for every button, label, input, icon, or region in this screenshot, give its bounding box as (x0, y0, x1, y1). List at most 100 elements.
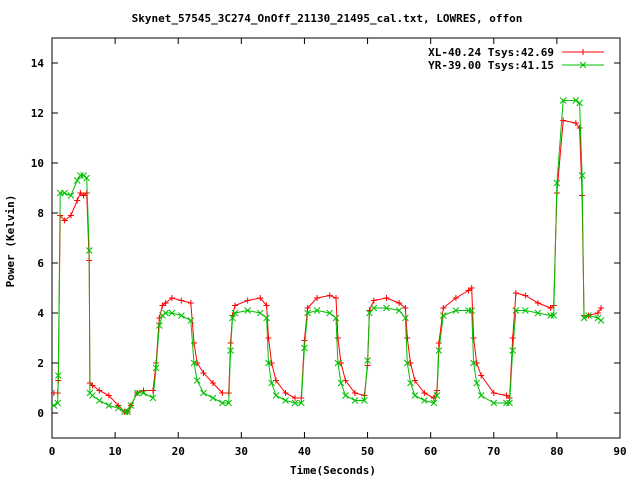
data-point (168, 295, 175, 301)
data-point (127, 402, 135, 409)
data-point (231, 309, 239, 317)
data-point (265, 359, 272, 367)
y-tick-label: 2 (37, 357, 44, 370)
data-point (54, 372, 62, 379)
y-tick-label: 8 (37, 207, 44, 220)
x-axis-label: Time(Seconds) (290, 464, 376, 477)
data-point (256, 309, 264, 317)
data-point (580, 314, 588, 322)
data-point (364, 357, 371, 364)
data-point (190, 359, 198, 367)
legend-label: XL-40.24 Tsys:42.69 (428, 46, 554, 59)
data-point (291, 399, 299, 407)
data-point (407, 379, 414, 387)
data-point (439, 312, 447, 319)
x-tick-label: 40 (298, 445, 311, 458)
data-point (272, 392, 280, 399)
x-tick-label: 80 (550, 445, 563, 458)
data-point (200, 389, 207, 397)
data-point (334, 335, 341, 341)
data-point (200, 370, 207, 376)
data-point (468, 285, 475, 291)
data-point (133, 389, 141, 397)
data-point (227, 347, 234, 354)
x-tick-label: 60 (424, 445, 437, 458)
data-point (334, 359, 342, 367)
data-point (351, 397, 359, 404)
data-point (80, 192, 87, 199)
data-point (89, 392, 96, 399)
data-point (411, 392, 419, 399)
plot-border (51, 37, 621, 439)
data-point (74, 197, 81, 204)
data-point (503, 399, 510, 407)
data-point (553, 179, 561, 187)
data-point (337, 379, 345, 387)
data-point (149, 387, 156, 394)
data-point (61, 217, 68, 224)
data-point (407, 360, 414, 366)
data-point (440, 305, 447, 311)
data-point (333, 295, 339, 301)
data-point (572, 120, 579, 126)
data-point (314, 295, 321, 301)
data-point (402, 305, 409, 311)
data-point (152, 364, 160, 372)
data-point (559, 97, 567, 104)
data-point (326, 309, 334, 317)
y-tick-label: 6 (37, 257, 44, 270)
data-point (265, 335, 272, 341)
data-point (73, 177, 81, 184)
data-point (547, 312, 554, 319)
data-point (257, 295, 264, 301)
data-point (503, 392, 510, 399)
legend-label: YR-39.00 Tsys:41.15 (428, 59, 554, 72)
data-point (229, 314, 236, 322)
data-point (383, 304, 390, 312)
data-point (54, 399, 62, 407)
data-point (332, 314, 340, 322)
data-point (95, 397, 103, 404)
data-point (342, 392, 349, 399)
data-point (178, 297, 185, 304)
data-point (576, 99, 583, 107)
data-point (187, 317, 195, 324)
data-point (61, 189, 68, 197)
data-point (83, 174, 91, 182)
data-point (478, 372, 485, 379)
data-point (282, 390, 289, 396)
series-line (53, 119, 602, 413)
data-point (572, 97, 580, 104)
data-point (168, 309, 176, 317)
x-tick-label: 10 (108, 445, 121, 458)
data-point (268, 379, 275, 387)
data-point (433, 392, 441, 399)
y-tick-label: 14 (31, 57, 45, 70)
data-point (402, 314, 409, 322)
series-0 (50, 117, 605, 415)
data-point (50, 402, 58, 409)
data-point (85, 247, 93, 254)
data-point (187, 300, 194, 306)
data-point (301, 344, 308, 352)
data-point (194, 360, 201, 366)
data-point (244, 307, 251, 314)
x-tick-label: 20 (172, 445, 185, 458)
data-point (77, 190, 84, 196)
data-point (351, 390, 358, 396)
data-point (509, 335, 516, 341)
legend-marker (580, 49, 586, 55)
plot-frame (51, 37, 621, 439)
data-point (313, 307, 321, 314)
data-point (534, 300, 541, 306)
data-point (178, 312, 185, 319)
data-point (550, 312, 558, 319)
y-axis: 0 2 4 6 8 10 12 14 (31, 57, 620, 420)
data-point (193, 377, 201, 384)
legend-marker (579, 61, 587, 69)
y-axis-label: Power (Kelvin) (4, 195, 17, 288)
data-point (67, 212, 74, 219)
data-point (585, 312, 592, 319)
data-point (477, 392, 485, 399)
